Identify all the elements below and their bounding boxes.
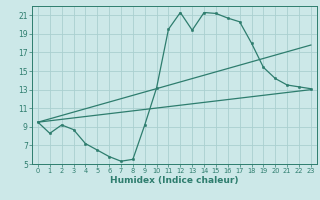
X-axis label: Humidex (Indice chaleur): Humidex (Indice chaleur) bbox=[110, 176, 239, 185]
